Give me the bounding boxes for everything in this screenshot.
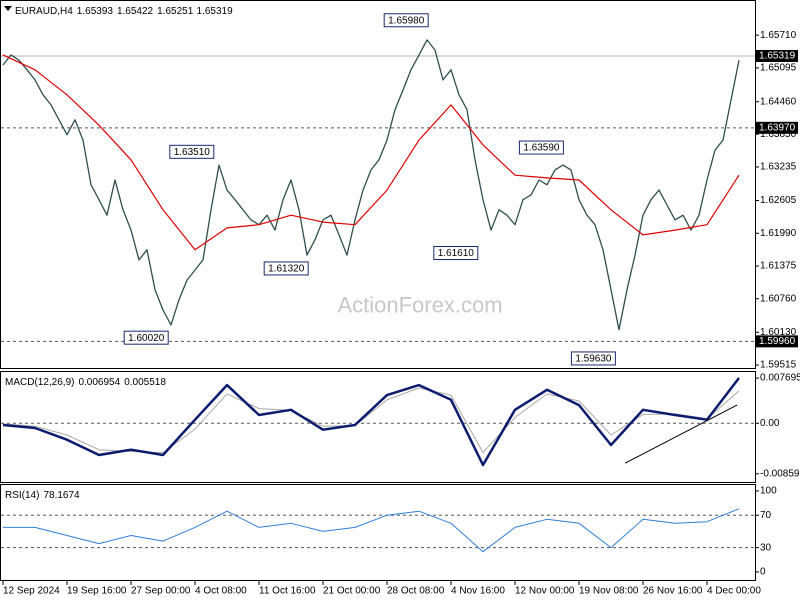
- annotation-box: [570, 351, 616, 366]
- y-tick-label: 0: [760, 567, 766, 578]
- header-value: 1.65319: [197, 6, 234, 17]
- annotation-label: 1.59630: [575, 354, 612, 365]
- x-tick-label: 28 Oct 08:00: [387, 586, 445, 597]
- x-tick-label: 21 Oct 00:00: [323, 586, 381, 597]
- x-tick-label: 26 Nov 16:00: [643, 586, 703, 597]
- current-price-tag: [756, 49, 798, 62]
- panel-title: EURAUD,H4: [15, 6, 73, 17]
- header-value: 0.005518: [124, 377, 166, 388]
- y-tick-label: 100: [760, 486, 777, 497]
- annotation-box: [518, 140, 564, 155]
- y-tick-label: 0.00: [760, 418, 780, 429]
- series-line: [2, 54, 740, 251]
- x-tick-label: 4 Dec 00:00: [707, 586, 761, 597]
- y-tick-label: 1.60130: [760, 327, 797, 338]
- y-tick-label: -0.008599: [760, 468, 800, 479]
- y-tick-label: 1.59515: [760, 360, 797, 371]
- series-line: [3, 508, 740, 553]
- panel-title: MACD(12,26,9): [5, 377, 74, 388]
- panel-header: RSI(14) 78.1674: [5, 490, 80, 501]
- annotation-label: 1.65980: [388, 15, 425, 26]
- series-line: [2, 39, 740, 331]
- annotation-box: [123, 330, 169, 345]
- y-tick-label: 1.60760: [760, 293, 797, 304]
- y-tick-label: 0.007695: [760, 373, 800, 384]
- x-tick-label: 4 Nov 16:00: [451, 586, 505, 597]
- current-price-label: 1.65319: [759, 51, 796, 62]
- watermark: ActionForex.com: [337, 293, 502, 318]
- header-value: 1.65251: [157, 6, 194, 17]
- panel-title: RSI(14): [5, 490, 39, 501]
- level-tag: [756, 121, 798, 134]
- y-tick-label: 1.63850: [760, 129, 797, 140]
- menu-triangle: [4, 6, 12, 11]
- annotation-box: [383, 13, 429, 28]
- level-tag: [756, 335, 798, 348]
- header-value: 0.006954: [78, 377, 120, 388]
- annotation-box: [169, 144, 215, 159]
- y-tick-label: 1.61375: [760, 261, 797, 272]
- level-label: 1.63970: [759, 122, 796, 133]
- y-tick-label: 1.65710: [760, 30, 797, 41]
- annotation-label: 1.61320: [268, 264, 305, 275]
- y-tick-label: 1.62605: [760, 195, 797, 206]
- y-tick-label: 1.61990: [760, 228, 797, 239]
- trendline: [624, 404, 738, 464]
- header-value: 1.65422: [117, 6, 154, 17]
- header-value: 78.1674: [43, 490, 80, 501]
- y-tick-label: 1.65095: [760, 63, 797, 74]
- annotation-box: [433, 245, 479, 260]
- panel-header: MACD(12,26,9) 0.006954 0.005518: [5, 377, 166, 388]
- header-value: 1.65393: [77, 6, 114, 17]
- x-tick-label: 19 Nov 08:00: [579, 586, 639, 597]
- x-tick-label: 11 Oct 16:00: [259, 586, 316, 597]
- x-tick-label: 19 Sep 16:00: [67, 586, 127, 597]
- x-tick-label: 12 Sep 2024: [3, 586, 60, 597]
- annotation-label: 1.63590: [523, 143, 560, 154]
- panel-header: EURAUD,H4 1.65393 1.65422 1.65251 1.65319: [15, 6, 233, 17]
- x-tick-label: 12 Nov 00:00: [515, 586, 575, 597]
- x-tick-label: 27 Sep 00:00: [131, 586, 191, 597]
- annotation-label: 1.63510: [174, 147, 211, 158]
- level-label: 1.59960: [759, 336, 796, 347]
- annotation-box: [263, 261, 309, 276]
- y-tick-label: 1.63235: [760, 162, 797, 173]
- panel-frame: [0, 0, 756, 369]
- series-line: [2, 377, 740, 467]
- y-tick-label: 30: [760, 542, 772, 553]
- x-tick-label: 4 Oct 08:00: [195, 586, 247, 597]
- panel-frame: [0, 484, 756, 581]
- y-tick-label: 1.64460: [760, 96, 797, 107]
- annotation-label: 1.60020: [128, 333, 165, 344]
- annotation-label: 1.61610: [438, 248, 475, 259]
- y-tick-label: 70: [760, 510, 772, 521]
- panel-frame: [0, 371, 756, 483]
